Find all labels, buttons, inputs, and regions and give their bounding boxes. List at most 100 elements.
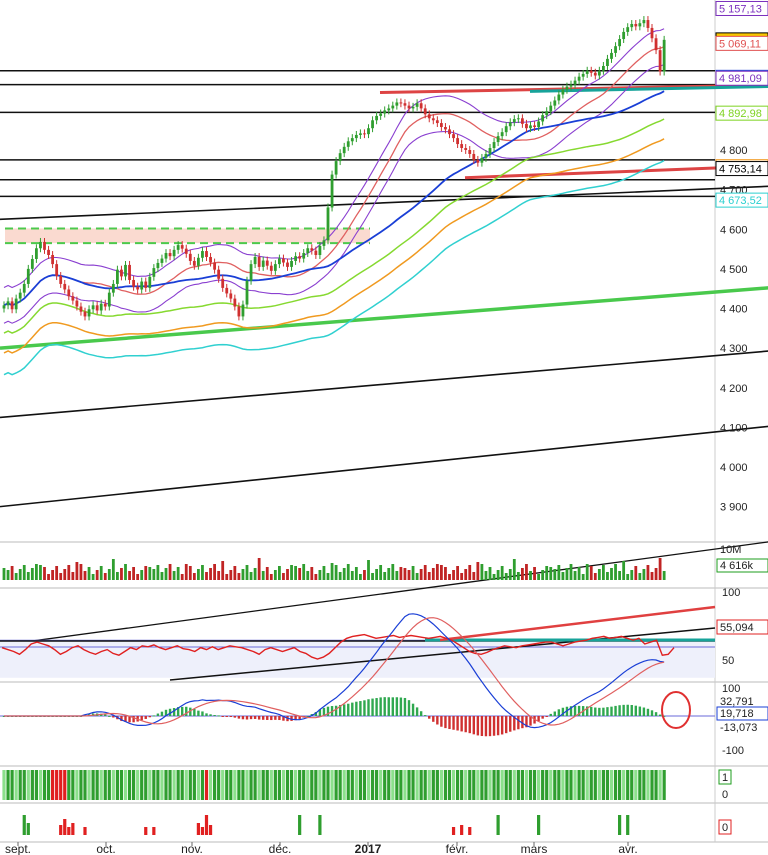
macd-histogram-bar xyxy=(306,715,309,717)
trendlines xyxy=(0,83,768,646)
candle-body xyxy=(338,153,342,162)
volume-scale-label: 10M xyxy=(720,544,741,556)
signal-bar xyxy=(123,770,128,800)
candle-body xyxy=(476,159,480,163)
signal-bar xyxy=(277,770,281,800)
volume-bar xyxy=(120,568,123,580)
volume-bar xyxy=(128,571,131,580)
macd-histogram-bar xyxy=(411,703,415,716)
macd-histogram-bar xyxy=(128,716,131,723)
candle-body xyxy=(79,306,83,312)
signal-bar xyxy=(601,770,605,800)
volume-bar xyxy=(573,571,577,580)
candle-body xyxy=(622,31,626,40)
resistance-zone xyxy=(5,228,370,244)
event-bar xyxy=(152,827,156,835)
volume-bar xyxy=(188,566,192,580)
event-bar xyxy=(204,815,209,835)
candle-body xyxy=(452,134,455,139)
volume-bar xyxy=(132,567,135,580)
macd-panel xyxy=(0,613,715,737)
signal-bar xyxy=(111,770,115,800)
volume-bar xyxy=(602,565,605,580)
signal-bar xyxy=(488,770,492,800)
macd-histogram-bar xyxy=(484,716,488,737)
volume-bar xyxy=(411,566,415,580)
ma-200 xyxy=(3,159,665,376)
candle-body xyxy=(47,249,50,256)
candle-body xyxy=(468,150,472,154)
candle-body xyxy=(512,119,516,123)
candle-body xyxy=(302,253,306,259)
macd-histogram-bar xyxy=(363,700,366,716)
volume-bar xyxy=(423,565,427,580)
macd-histogram-bar xyxy=(221,716,224,717)
signal-bar xyxy=(334,770,338,800)
signal-bar xyxy=(391,770,395,800)
volume-bar xyxy=(237,573,241,580)
macd-histogram-bar xyxy=(108,715,111,717)
volume-bar xyxy=(472,572,476,580)
macd-histogram-bar xyxy=(140,716,143,721)
signal-bar xyxy=(140,770,144,800)
time-axis: sept. oct. nov. déc. 2017 févr. mars avr. xyxy=(5,842,638,855)
signal-bar xyxy=(294,770,298,800)
candle-body xyxy=(144,281,148,288)
candle-body xyxy=(529,125,532,129)
volume-bar xyxy=(87,567,91,580)
macd-histogram-bar xyxy=(476,716,480,736)
macd-histogram-bar xyxy=(282,716,285,721)
volume-bar xyxy=(249,572,253,580)
candle-body xyxy=(188,253,192,261)
signal-bar xyxy=(75,770,79,800)
candle-body xyxy=(565,86,569,90)
macd-histogram-bar xyxy=(355,701,358,716)
macd-histogram-bar xyxy=(193,708,196,716)
candle-body xyxy=(26,268,30,284)
indicator-b-label: 0 xyxy=(722,789,728,801)
candle-body xyxy=(273,264,277,271)
macd-histogram-bar xyxy=(634,705,637,716)
event-bar xyxy=(200,827,205,835)
volume-bar xyxy=(306,571,310,580)
volume-bar xyxy=(407,570,411,580)
macd-histogram-bar xyxy=(298,716,301,720)
macd-histogram-bar xyxy=(468,716,471,734)
volume-bar xyxy=(440,565,443,580)
price-tick-label: 4 500 xyxy=(720,264,748,276)
candle-body xyxy=(610,52,613,59)
volume-bar xyxy=(452,570,455,580)
volume-bar xyxy=(261,571,265,580)
event-bar xyxy=(59,825,63,835)
candle-body xyxy=(51,255,54,265)
candle-body xyxy=(233,298,237,307)
candle-body xyxy=(634,23,638,27)
signal-bar xyxy=(613,770,618,800)
macd-histogram-bar xyxy=(104,714,107,716)
macd-histogram-bar xyxy=(472,716,475,735)
macd-histogram-bar xyxy=(209,714,212,716)
macd-histogram-bar xyxy=(164,709,168,716)
candle-body xyxy=(330,174,334,208)
macd-histogram-bar xyxy=(245,716,249,720)
volume-bar xyxy=(18,569,22,580)
macd-histogram-bar xyxy=(464,716,467,733)
volume-bar xyxy=(148,567,152,580)
macd-histogram-bar xyxy=(428,716,431,719)
candle-body xyxy=(164,253,168,259)
signal-bar xyxy=(419,770,423,800)
signal-bar xyxy=(573,770,577,800)
macd-histogram-bar xyxy=(225,716,228,717)
signal-bar xyxy=(302,770,306,800)
signal-bar xyxy=(383,770,387,800)
candle-body xyxy=(456,138,459,145)
candle-body xyxy=(180,245,184,249)
price-tick-label: 4 200 xyxy=(720,383,748,395)
signal-bar xyxy=(366,770,371,800)
signal-bar xyxy=(593,770,597,800)
volume-bar xyxy=(338,572,342,580)
volume-bar xyxy=(512,559,516,580)
volume-bar xyxy=(387,568,391,580)
candle-body xyxy=(95,305,99,311)
candle-body xyxy=(87,309,91,317)
